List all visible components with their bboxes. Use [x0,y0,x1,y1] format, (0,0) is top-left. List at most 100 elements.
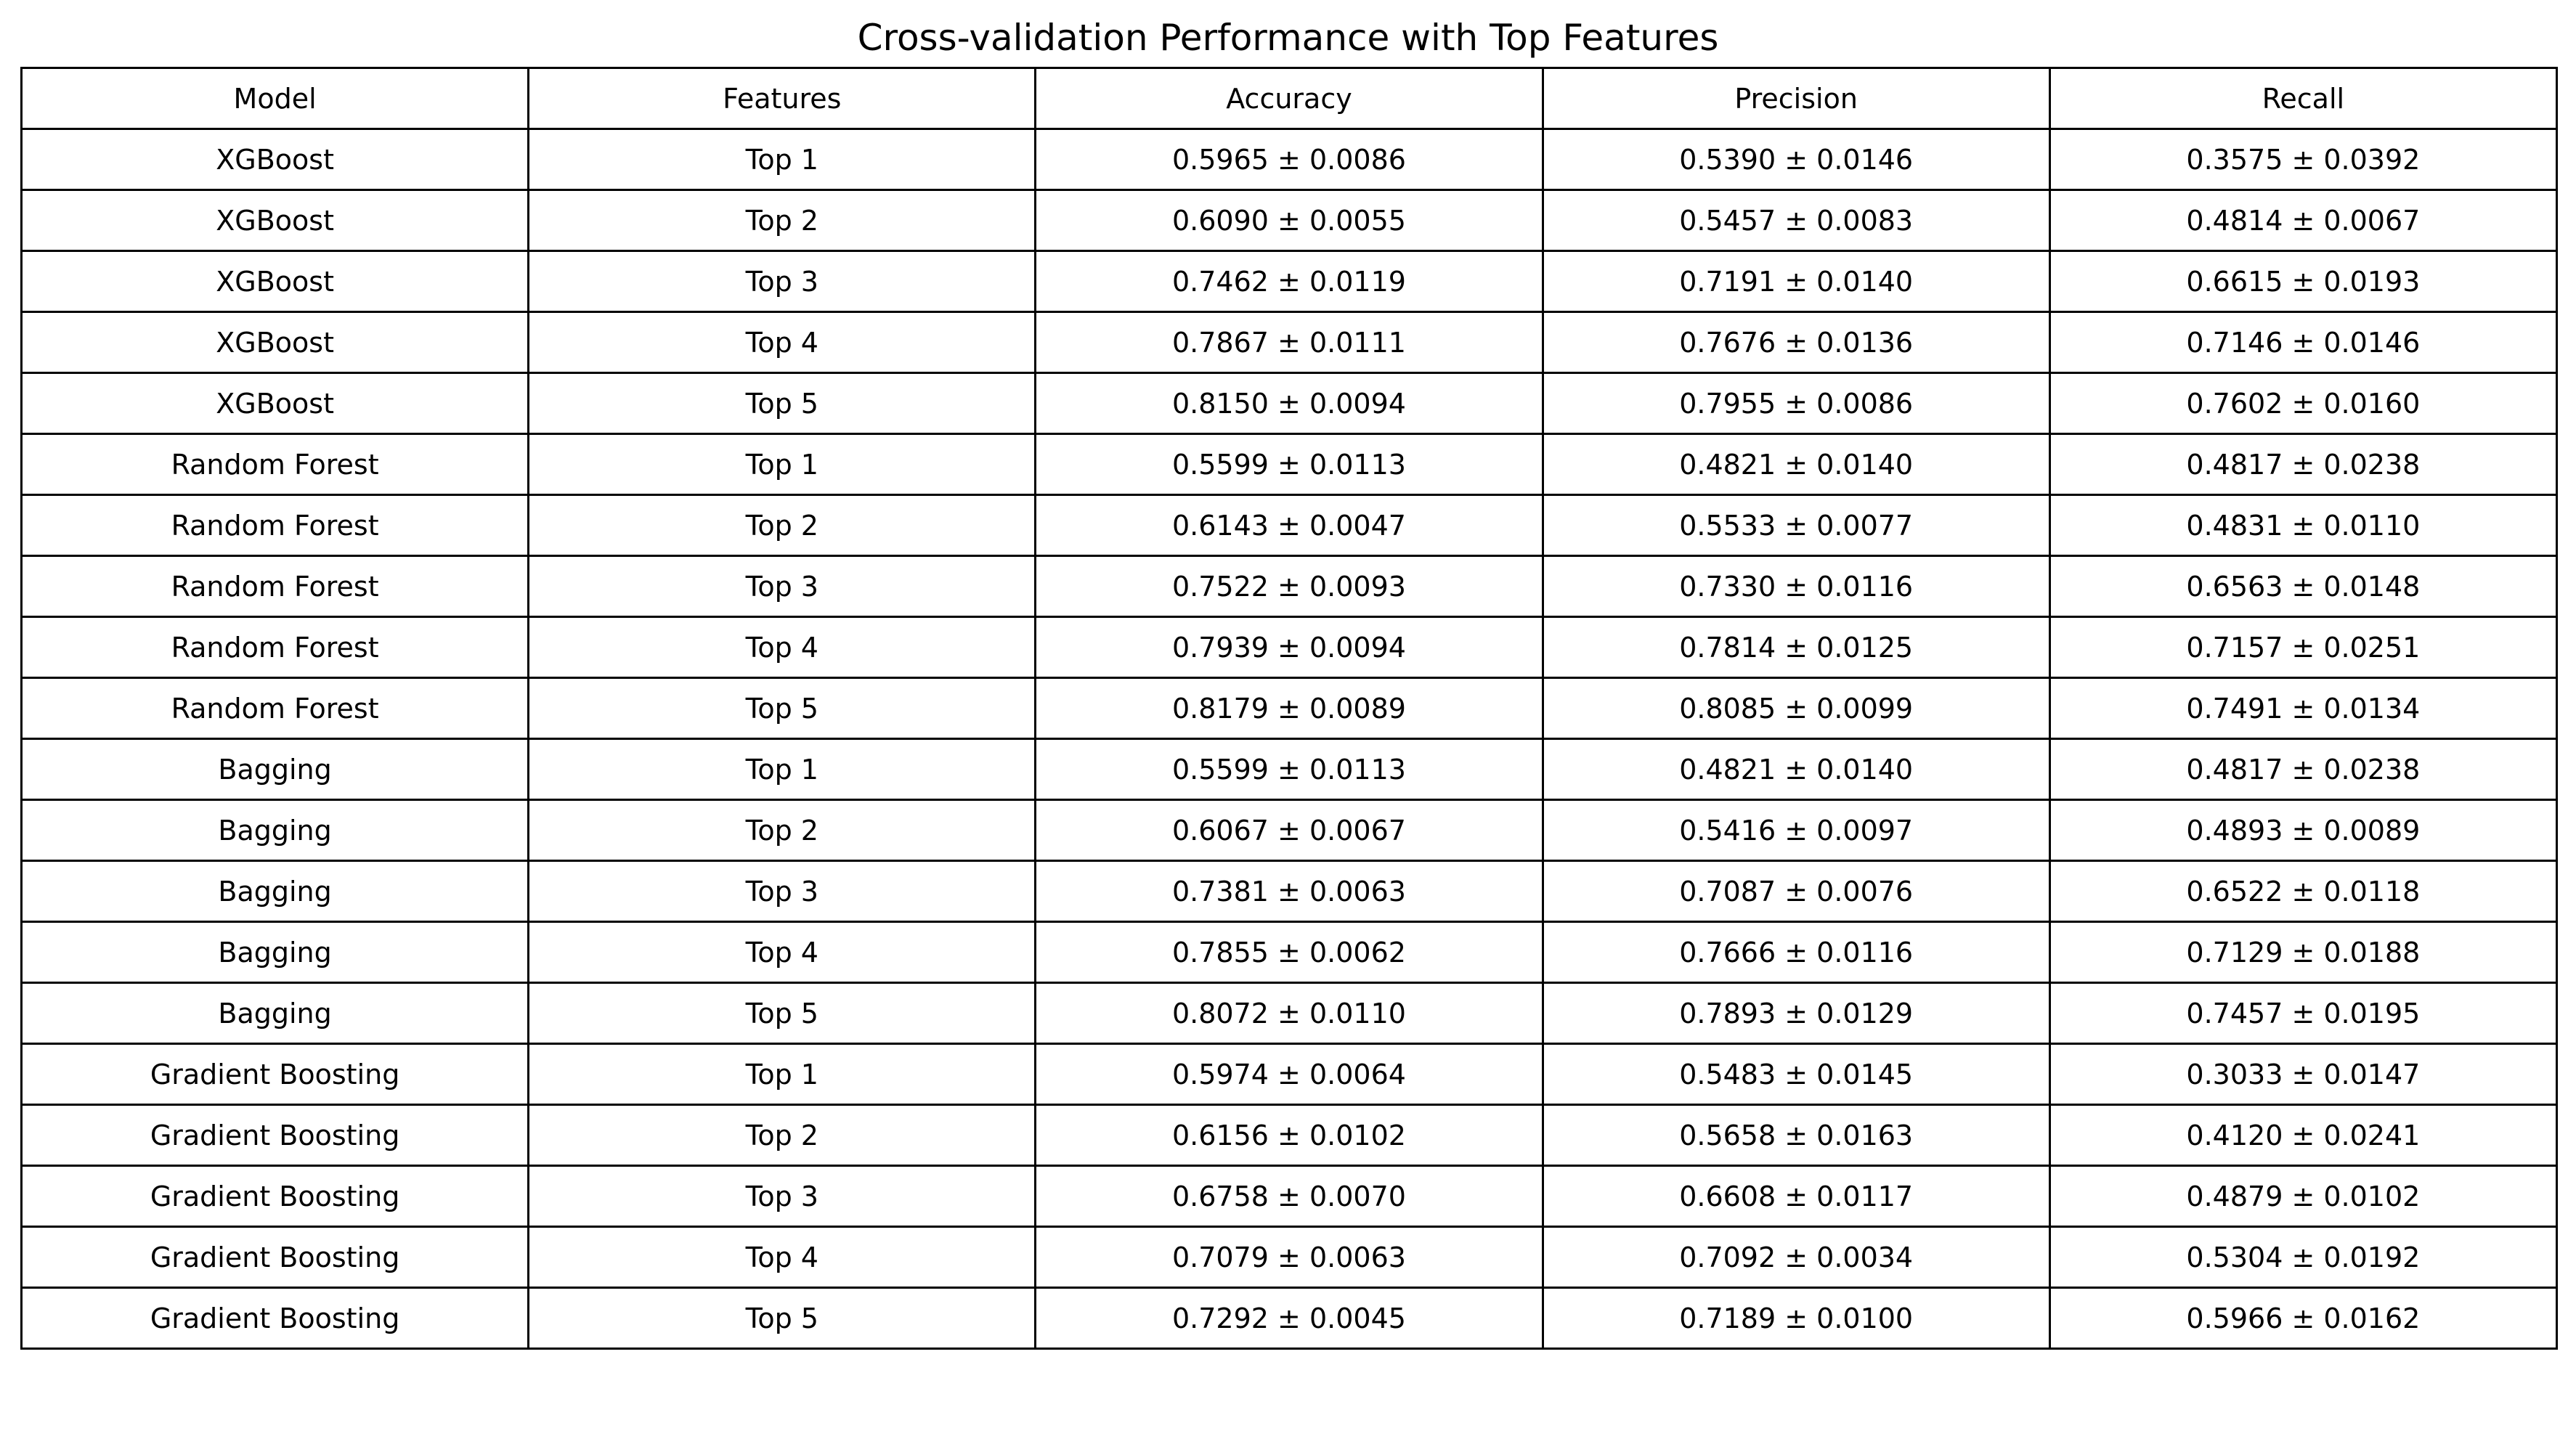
accuracy-cell: 0.8072 ± 0.0110 [1034,982,1544,1045]
table-row: Bagging Top 4 0.7855 ± 0.0062 0.7666 ± 0.01… [20,921,2559,984]
table-row: Gradient Boosting Top 2 0.6156 ± 0.0102 0.5… [20,1104,2559,1167]
features-cell: Top 5 [527,677,1037,740]
features-cell: Top 4 [527,921,1037,984]
recall-cell: 0.5304 ± 0.0192 [2048,1226,2559,1289]
precision-cell: 0.7955 ± 0.0086 [1541,372,2051,435]
features-cell: Top 1 [527,1043,1037,1106]
features-cell: Top 2 [527,1104,1037,1167]
features-cell: Top 4 [527,311,1037,374]
recall-cell: 0.6615 ± 0.0193 [2048,250,2559,313]
recall-cell: 0.6522 ± 0.0118 [2048,860,2559,923]
model-cell: XGBoost [20,250,530,313]
precision-cell: 0.7666 ± 0.0116 [1541,921,2051,984]
accuracy-cell: 0.7292 ± 0.0045 [1034,1287,1544,1350]
features-cell: Top 1 [527,738,1037,801]
accuracy-cell: 0.6067 ± 0.0067 [1034,799,1544,862]
model-cell: Random Forest [20,616,530,679]
model-cell: Gradient Boosting [20,1165,530,1228]
precision-cell: 0.6608 ± 0.0117 [1541,1165,2051,1228]
features-cell: Top 4 [527,1226,1037,1289]
precision-cell: 0.7189 ± 0.0100 [1541,1287,2051,1350]
accuracy-cell: 0.6156 ± 0.0102 [1034,1104,1544,1167]
table-row: Random Forest Top 2 0.6143 ± 0.0047 0.5533 … [20,494,2559,557]
features-cell: Top 1 [527,433,1037,496]
model-cell: Bagging [20,860,530,923]
precision-cell: 0.7893 ± 0.0129 [1541,982,2051,1045]
accuracy-cell: 0.6758 ± 0.0070 [1034,1165,1544,1228]
recall-cell: 0.4814 ± 0.0067 [2048,189,2559,252]
model-cell: XGBoost [20,128,530,191]
recall-cell: 0.4817 ± 0.0238 [2048,433,2559,496]
model-cell: XGBoost [20,372,530,435]
accuracy-cell: 0.5965 ± 0.0086 [1034,128,1544,191]
table-row: Bagging Top 2 0.6067 ± 0.0067 0.5416 ± 0.00… [20,799,2559,862]
header-cell-features: Features [527,67,1037,130]
recall-cell: 0.4817 ± 0.0238 [2048,738,2559,801]
precision-cell: 0.7676 ± 0.0136 [1541,311,2051,374]
accuracy-cell: 0.7381 ± 0.0063 [1034,860,1544,923]
recall-cell: 0.7129 ± 0.0188 [2048,921,2559,984]
recall-cell: 0.7602 ± 0.0160 [2048,372,2559,435]
precision-cell: 0.4821 ± 0.0140 [1541,433,2051,496]
accuracy-cell: 0.6090 ± 0.0055 [1034,189,1544,252]
accuracy-cell: 0.5599 ± 0.0113 [1034,738,1544,801]
table-row: XGBoost Top 3 0.7462 ± 0.0119 0.7191 ± 0.01… [20,250,2559,313]
accuracy-cell: 0.8150 ± 0.0094 [1034,372,1544,435]
precision-cell: 0.7814 ± 0.0125 [1541,616,2051,679]
precision-cell: 0.7191 ± 0.0140 [1541,250,2051,313]
recall-cell: 0.3033 ± 0.0147 [2048,1043,2559,1106]
precision-cell: 0.8085 ± 0.0099 [1541,677,2051,740]
precision-cell: 0.5390 ± 0.0146 [1541,128,2051,191]
header-cell-accuracy: Accuracy [1034,67,1544,130]
header-cell-precision: Precision [1541,67,2051,130]
features-cell: Top 3 [527,860,1037,923]
model-cell: Random Forest [20,555,530,618]
precision-cell: 0.5416 ± 0.0097 [1541,799,2051,862]
accuracy-cell: 0.7079 ± 0.0063 [1034,1226,1544,1289]
header-row: Model Features Accuracy Precision Recall [20,67,2559,130]
recall-cell: 0.7146 ± 0.0146 [2048,311,2559,374]
accuracy-cell: 0.6143 ± 0.0047 [1034,494,1544,557]
features-cell: Top 4 [527,616,1037,679]
features-cell: Top 3 [527,555,1037,618]
precision-cell: 0.5533 ± 0.0077 [1541,494,2051,557]
results-table: Model Features Accuracy Precision Recall… [20,67,2559,1350]
table-row: Random Forest Top 1 0.5599 ± 0.0113 0.4821 … [20,433,2559,496]
features-cell: Top 5 [527,982,1037,1045]
model-cell: Random Forest [20,433,530,496]
chart-title: Cross-validation Performance with Top Fe… [857,17,1719,59]
recall-cell: 0.7157 ± 0.0251 [2048,616,2559,679]
recall-cell: 0.3575 ± 0.0392 [2048,128,2559,191]
recall-cell: 0.4831 ± 0.0110 [2048,494,2559,557]
model-cell: Random Forest [20,494,530,557]
model-cell: Gradient Boosting [20,1104,530,1167]
table-row: Random Forest Top 5 0.8179 ± 0.0089 0.8085 … [20,677,2559,740]
accuracy-cell: 0.7939 ± 0.0094 [1034,616,1544,679]
precision-cell: 0.5658 ± 0.0163 [1541,1104,2051,1167]
features-cell: Top 5 [527,372,1037,435]
table-row: XGBoost Top 1 0.5965 ± 0.0086 0.5390 ± 0.01… [20,128,2559,191]
features-cell: Top 3 [527,250,1037,313]
accuracy-cell: 0.5974 ± 0.0064 [1034,1043,1544,1106]
precision-cell: 0.5483 ± 0.0145 [1541,1043,2051,1106]
features-cell: Top 2 [527,189,1037,252]
accuracy-cell: 0.7522 ± 0.0093 [1034,555,1544,618]
table-row: Gradient Boosting Top 3 0.6758 ± 0.0070 0.6… [20,1165,2559,1228]
features-cell: Top 2 [527,494,1037,557]
model-cell: Gradient Boosting [20,1287,530,1350]
model-cell: Gradient Boosting [20,1043,530,1106]
table-row: Bagging Top 1 0.5599 ± 0.0113 0.4821 ± 0.01… [20,738,2559,801]
accuracy-cell: 0.5599 ± 0.0113 [1034,433,1544,496]
table-row: Bagging Top 3 0.7381 ± 0.0063 0.7087 ± 0.00… [20,860,2559,923]
model-cell: Bagging [20,738,530,801]
table-body: XGBoost Top 1 0.5965 ± 0.0086 0.5390 ± 0.01… [20,128,2559,1350]
model-cell: Gradient Boosting [20,1226,530,1289]
model-cell: Bagging [20,982,530,1045]
precision-cell: 0.7092 ± 0.0034 [1541,1226,2051,1289]
accuracy-cell: 0.8179 ± 0.0089 [1034,677,1544,740]
model-cell: XGBoost [20,189,530,252]
header-cell-model: Model [20,67,530,130]
recall-cell: 0.4879 ± 0.0102 [2048,1165,2559,1228]
model-cell: Bagging [20,921,530,984]
accuracy-cell: 0.7855 ± 0.0062 [1034,921,1544,984]
